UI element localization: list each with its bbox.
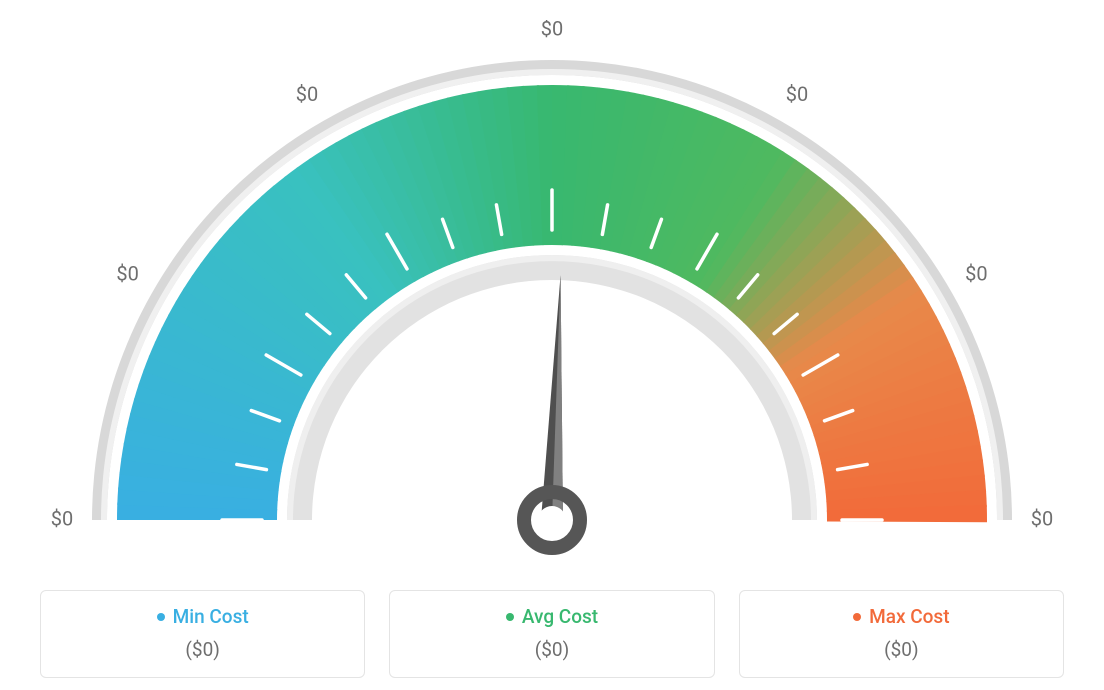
gauge-chart: $0 $0 $0 $0 $0 $0 $0 (0, 0, 1104, 560)
legend-dot-max (853, 613, 861, 621)
legend-value-min: ($0) (53, 638, 352, 661)
legend-value-avg: ($0) (402, 638, 701, 661)
svg-text:$0: $0 (51, 506, 73, 530)
legend-title-min: Min Cost (157, 605, 249, 628)
legend-label-avg: Avg Cost (522, 605, 598, 628)
svg-text:$0: $0 (1031, 506, 1053, 530)
legend-dot-avg (506, 613, 514, 621)
svg-text:$0: $0 (965, 261, 987, 285)
svg-text:$0: $0 (786, 82, 808, 106)
legend-label-min: Min Cost (173, 605, 249, 628)
legend-card-avg: Avg Cost ($0) (389, 590, 714, 678)
legend-label-max: Max Cost (869, 605, 949, 628)
legend-card-max: Max Cost ($0) (739, 590, 1064, 678)
legend-card-min: Min Cost ($0) (40, 590, 365, 678)
legend-title-avg: Avg Cost (506, 605, 598, 628)
svg-text:$0: $0 (296, 82, 318, 106)
legend-value-max: ($0) (752, 638, 1051, 661)
svg-text:$0: $0 (116, 261, 138, 285)
legend-title-max: Max Cost (853, 605, 949, 628)
gauge-svg: $0 $0 $0 $0 $0 $0 $0 (32, 20, 1072, 580)
legend-dot-min (157, 613, 165, 621)
legend-row: Min Cost ($0) Avg Cost ($0) Max Cost ($0… (0, 590, 1104, 678)
svg-text:$0: $0 (541, 20, 563, 40)
